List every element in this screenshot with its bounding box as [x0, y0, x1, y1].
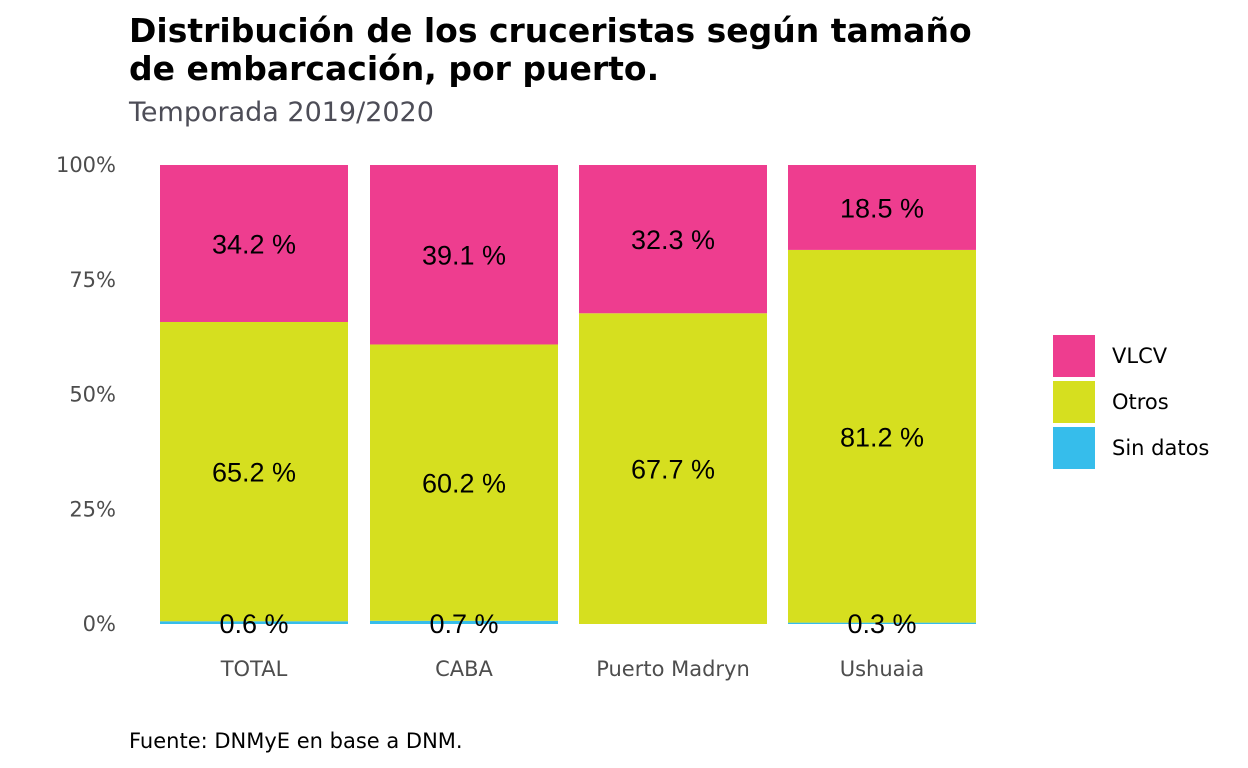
- bar-segment: [160, 621, 348, 624]
- x-tick-label: Ushuaia: [840, 657, 925, 681]
- segment-value-label: 39.1 %: [422, 241, 506, 271]
- segment-value-label: 0.6 %: [219, 609, 288, 639]
- y-tick-label: 0%: [83, 612, 116, 636]
- legend-label: Sin datos: [1112, 436, 1209, 460]
- bars: [160, 165, 976, 624]
- x-tick-label: TOTAL: [220, 657, 288, 681]
- x-axis: TOTAL CABA Puerto Madryn Ushuaia: [220, 657, 925, 681]
- y-axis: 0% 25% 50% 75% 100%: [56, 153, 116, 636]
- y-tick-label: 50%: [69, 383, 116, 407]
- bar-segment: [370, 620, 558, 624]
- segment-value-label: 0.7 %: [429, 609, 498, 639]
- segment-value-label: 0.3 %: [847, 609, 916, 639]
- bar-segment: [370, 344, 558, 621]
- y-tick-label: 25%: [69, 497, 116, 521]
- bar-segment: [788, 249, 976, 623]
- segment-value-label: 65.2 %: [212, 458, 296, 488]
- chart-caption: Fuente: DNMyE en base a DNM.: [129, 729, 463, 753]
- x-tick-label: CABA: [435, 657, 493, 681]
- segment-value-label: 34.2 %: [212, 229, 296, 259]
- bar-segment: [788, 622, 976, 624]
- chart-title-line-1: Distribución de los cruceristas según ta…: [129, 11, 972, 50]
- legend-swatch: [1053, 381, 1095, 423]
- segment-value-label: 60.2 %: [422, 469, 506, 499]
- legend: VLCV Otros Sin datos: [1053, 335, 1209, 469]
- y-tick-label: 100%: [56, 153, 116, 177]
- legend-swatch: [1053, 335, 1095, 377]
- bar-segment: [579, 165, 767, 314]
- bar-segment: [579, 313, 767, 624]
- y-tick-label: 75%: [69, 268, 116, 292]
- legend-swatch: [1053, 427, 1095, 469]
- segment-value-label: 18.5 %: [840, 193, 924, 223]
- chart-title-line-2: de embarcación, por puerto.: [129, 49, 659, 88]
- bar-segment: [370, 165, 558, 345]
- segment-value-label: 67.7 %: [631, 455, 715, 485]
- segment-value-label: 32.3 %: [631, 225, 715, 255]
- x-tick-label: Puerto Madryn: [596, 657, 750, 681]
- bar-segment: [160, 165, 348, 322]
- segment-value-label: 81.2 %: [840, 422, 924, 452]
- legend-label: VLCV: [1112, 344, 1168, 368]
- segment-labels: 0.6 % 65.2 % 34.2 % 0.7 % 60.2 % 39.1 % 67.7 %…: [212, 193, 924, 639]
- bar-segment: [160, 321, 348, 622]
- chart-subtitle: Temporada 2019/2020: [128, 97, 434, 128]
- legend-label: Otros: [1112, 390, 1169, 414]
- bar-segment: [788, 165, 976, 250]
